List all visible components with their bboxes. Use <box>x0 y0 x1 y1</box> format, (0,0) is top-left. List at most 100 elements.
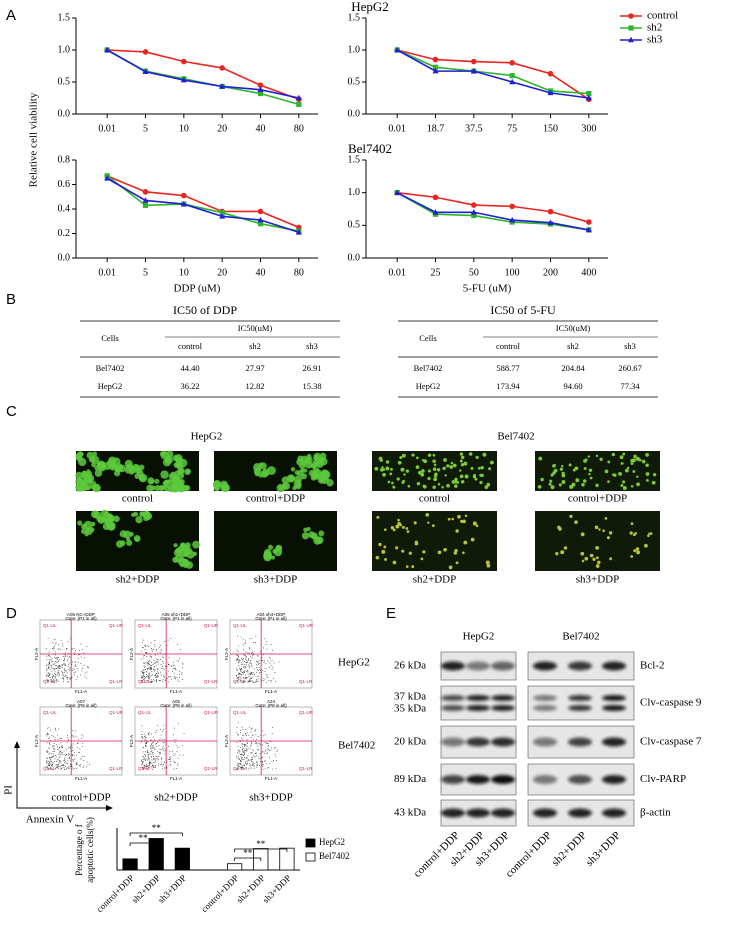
event <box>163 742 165 744</box>
table-header: IC50(uM) <box>238 323 273 333</box>
event <box>51 665 53 667</box>
event <box>63 766 65 768</box>
event <box>72 735 74 737</box>
cell <box>81 523 87 530</box>
event <box>49 677 51 679</box>
event <box>48 664 49 666</box>
event <box>49 768 51 770</box>
event <box>242 767 243 769</box>
event <box>68 747 69 749</box>
x-tick-label: 0.01 <box>98 267 116 278</box>
cell <box>443 458 447 462</box>
event <box>62 765 64 767</box>
event <box>251 672 253 673</box>
event <box>54 677 56 679</box>
event <box>54 760 56 762</box>
quadrant-label: Q1-UR <box>109 623 124 628</box>
cell <box>90 455 100 465</box>
cell <box>619 455 624 460</box>
event <box>144 766 146 767</box>
marker <box>257 90 264 97</box>
event <box>173 755 175 756</box>
cell <box>192 551 198 556</box>
table-cell: 36.22 <box>180 381 199 391</box>
event <box>62 645 64 647</box>
cell <box>484 485 489 490</box>
cell <box>460 480 465 484</box>
event <box>262 660 264 661</box>
event <box>244 744 246 746</box>
image-label: control <box>419 493 450 505</box>
event <box>264 678 266 680</box>
cell <box>383 528 387 532</box>
event <box>236 649 238 651</box>
event <box>68 664 70 666</box>
cell <box>645 472 650 476</box>
event <box>262 678 264 679</box>
event <box>151 667 152 669</box>
column-label: sh2+DDP <box>154 792 198 804</box>
marker <box>432 67 439 74</box>
cell <box>587 455 591 458</box>
cell <box>555 551 559 556</box>
event <box>46 668 48 670</box>
event <box>62 746 64 748</box>
cell <box>455 561 459 565</box>
event <box>50 667 52 668</box>
cell <box>622 480 626 484</box>
event <box>47 732 49 734</box>
event <box>270 749 272 751</box>
event <box>79 649 80 651</box>
event <box>63 764 64 766</box>
event <box>172 734 174 736</box>
event <box>241 672 243 673</box>
bar <box>279 847 295 871</box>
event <box>57 749 58 750</box>
event <box>162 679 164 680</box>
event <box>260 743 261 745</box>
event <box>67 655 68 657</box>
event <box>236 678 238 680</box>
event <box>56 759 58 761</box>
event <box>174 753 176 755</box>
event <box>271 768 273 770</box>
event <box>65 761 66 762</box>
cell <box>403 473 406 476</box>
event <box>158 751 160 753</box>
legend-label: Bel7402 <box>319 851 350 861</box>
cell <box>268 544 274 550</box>
event <box>236 763 238 765</box>
cell <box>582 479 587 483</box>
quadrant-label: Q1-UR <box>109 710 124 715</box>
event <box>151 743 153 745</box>
event <box>244 751 246 753</box>
event <box>148 762 150 763</box>
event <box>46 648 47 649</box>
event <box>60 762 61 764</box>
event <box>237 635 239 637</box>
event <box>149 656 151 657</box>
event <box>256 752 257 754</box>
event <box>255 635 257 637</box>
event <box>63 664 65 666</box>
marker <box>509 216 516 223</box>
event <box>248 679 250 681</box>
cell <box>389 472 393 476</box>
event <box>64 768 66 770</box>
event <box>269 667 270 668</box>
event <box>236 675 238 676</box>
event <box>155 665 157 666</box>
event <box>161 759 163 761</box>
x-tick-label: 20 <box>217 267 227 278</box>
axis-label: FL1-A <box>265 689 277 694</box>
event <box>245 766 247 768</box>
event <box>56 681 58 683</box>
event <box>240 667 242 669</box>
event <box>56 658 58 660</box>
group-title: Bel7402 <box>497 431 534 443</box>
event <box>148 666 150 668</box>
event <box>150 733 152 735</box>
event <box>158 672 160 674</box>
event <box>249 767 251 769</box>
event <box>81 746 83 747</box>
